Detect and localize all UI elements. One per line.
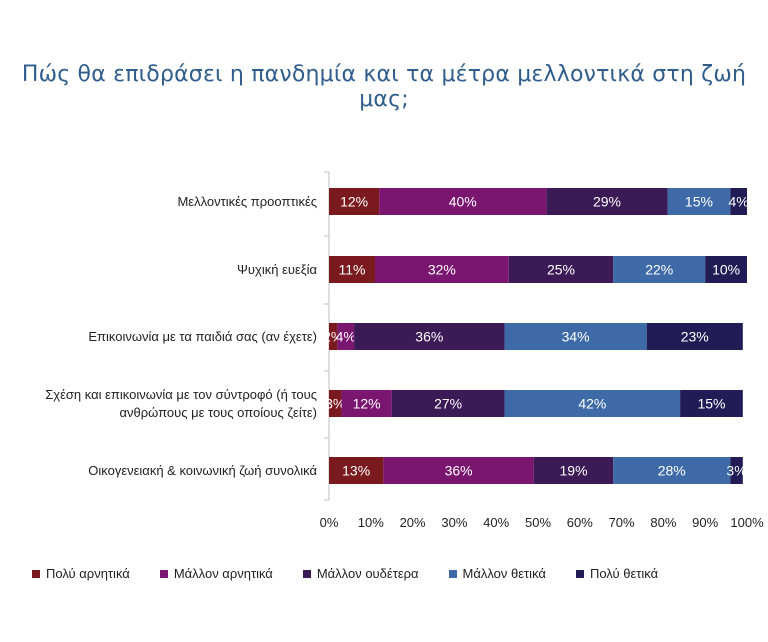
bar-segment	[341, 390, 392, 417]
data-label: 10%	[712, 262, 740, 278]
bar-segment	[354, 323, 505, 350]
category-label: Οικογενειακή & κοινωνική ζωή συνολικά	[88, 463, 317, 478]
category-label: Σχέση και επικοινωνία με τον σύντροφό (ή…	[45, 387, 317, 402]
bar-segment	[646, 323, 743, 350]
legend-swatch	[302, 569, 311, 578]
data-label: 12%	[353, 396, 381, 412]
data-label: 32%	[428, 262, 456, 278]
legend-label: Μάλλον ουδέτερα	[316, 566, 419, 581]
legend-swatch	[32, 569, 40, 578]
data-label: 15%	[697, 396, 725, 412]
bar-segment	[705, 256, 747, 283]
data-label: 34%	[562, 329, 590, 345]
data-label: 4%	[729, 194, 749, 210]
legend-label: Πολύ θετικά	[589, 566, 659, 581]
bar-segment	[329, 188, 380, 215]
bar-segment	[533, 457, 614, 484]
bar-segment	[329, 457, 384, 484]
bar-segment	[508, 256, 614, 283]
legend-swatch	[448, 569, 457, 578]
x-tick-label: 70%	[609, 515, 635, 530]
category-label: Ψυχική ευεξία	[237, 262, 317, 277]
bar-segment	[504, 390, 681, 417]
x-tick-label: 90%	[692, 515, 718, 530]
data-label: 27%	[434, 396, 462, 412]
legend-label: Μάλλον θετικά	[462, 566, 546, 581]
chart-title: Πώς θα επιδράσει η πανδημία και τα μέτρα…	[21, 62, 747, 112]
data-label: 36%	[445, 463, 473, 479]
data-label: 28%	[658, 463, 686, 479]
x-tick-label: 20%	[400, 515, 426, 530]
bar-segment	[391, 390, 505, 417]
data-label: 36%	[415, 329, 443, 345]
legend-item: Μάλλον θετικά	[448, 566, 546, 581]
category-label: ανθρώπους με τους οποίους ζείτε)	[119, 405, 317, 420]
x-tick-label: 50%	[525, 515, 551, 530]
legend-item: Πολύ θετικά	[575, 566, 659, 581]
x-tick-label: 60%	[567, 515, 593, 530]
x-tick-label: 0%	[320, 515, 339, 530]
data-label: 3%	[325, 396, 345, 412]
bar-segment	[730, 457, 743, 484]
x-tick-label: 40%	[483, 515, 509, 530]
data-label: 15%	[685, 194, 713, 210]
data-label: 12%	[340, 194, 368, 210]
data-label: 25%	[547, 262, 575, 278]
bar-segment	[730, 188, 747, 215]
x-tick-label: 100%	[730, 515, 764, 530]
legend-swatch	[575, 569, 584, 578]
data-label: 23%	[681, 329, 709, 345]
x-tick-label: 80%	[650, 515, 676, 530]
bar-segment	[329, 390, 342, 417]
data-label: 13%	[342, 463, 370, 479]
bar-segment	[379, 188, 547, 215]
x-tick-label: 10%	[358, 515, 384, 530]
x-tick-label: 30%	[441, 515, 467, 530]
bar-segment	[680, 390, 743, 417]
legend-item: Μάλλον αρνητικά	[159, 566, 273, 581]
bar-segment	[613, 457, 731, 484]
legend-item: Μάλλον ουδέτερα	[302, 566, 419, 581]
data-label: 19%	[560, 463, 588, 479]
legend-label: Μάλλον αρνητικά	[173, 566, 273, 581]
data-label: 3%	[726, 463, 746, 479]
data-label: 22%	[645, 262, 673, 278]
legend-swatch	[159, 569, 168, 578]
bar-segment	[383, 457, 534, 484]
bar-segment	[667, 188, 731, 215]
bar-segment	[546, 188, 668, 215]
bar-segment	[613, 256, 706, 283]
bar-segment	[329, 256, 375, 283]
data-label: 4%	[336, 329, 356, 345]
bar-segment	[329, 323, 338, 350]
bar-segment	[504, 323, 647, 350]
category-label: Μελλοντικές προοπτικές	[177, 194, 317, 209]
legend-label: Πολύ αρνητικά	[46, 566, 130, 581]
data-label: 42%	[578, 396, 606, 412]
data-label: 29%	[593, 194, 621, 210]
legend-item: Πολύ αρνητικά	[32, 566, 130, 581]
data-label: 11%	[338, 262, 365, 278]
category-label: Επικοινωνία με τα παιδιά σας (αν έχετε)	[88, 329, 317, 344]
bar-segment	[337, 323, 355, 350]
legend: Πολύ αρνητικά Μάλλον αρνητικά Μάλλον ουδέτ…	[32, 566, 752, 581]
data-label: 40%	[449, 194, 477, 210]
bar-segment	[374, 256, 509, 283]
